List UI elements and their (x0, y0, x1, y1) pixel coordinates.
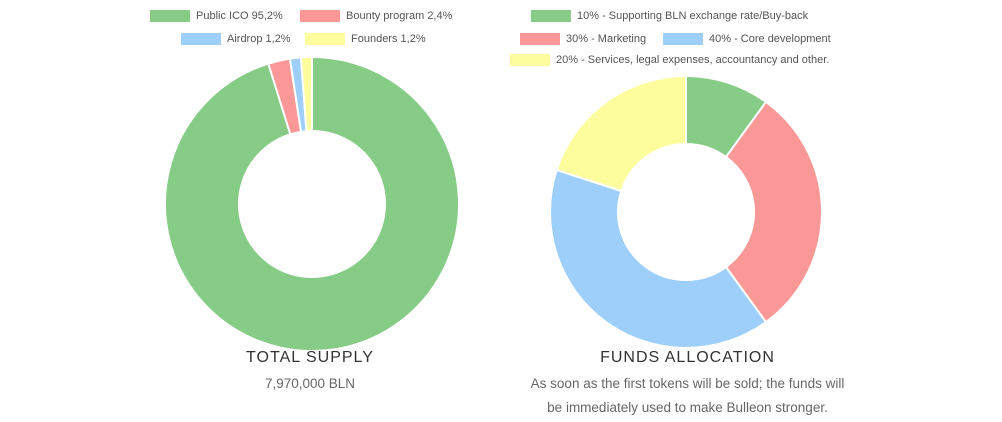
legend-label: Public ICO 95,2% (196, 10, 283, 22)
funds-allocation-chart: 10% - Supporting BLN exchange rate/Buy-b… (505, 0, 870, 415)
legend-label: 30% - Marketing (566, 33, 647, 45)
total-supply-donut (164, 55, 460, 352)
legend-swatch (305, 33, 345, 45)
legend-item-founders[interactable]: Founders 1,2% (305, 33, 426, 45)
legend-swatch (520, 33, 560, 45)
donut-slice-3[interactable] (299, 55, 313, 133)
donut-slice-0[interactable] (164, 55, 460, 352)
legend-swatch (300, 10, 340, 22)
legend-item-airdrop[interactable]: Airdrop 1,2% (181, 33, 291, 45)
funds-allocation-donut (549, 74, 823, 349)
subtitle-line-2: be immediately used to make Bulleon stro… (547, 400, 828, 415)
legend-label: Bounty program 2,4% (346, 10, 453, 22)
legend-label: Founders 1,2% (351, 33, 426, 45)
legend-label: 20% - Services, legal expenses, accounta… (556, 54, 830, 66)
total-supply-subtitle: 7,970,000 BLN (264, 376, 356, 391)
legend-item-core-development[interactable]: 40% - Core development (663, 33, 831, 45)
legend-swatch (150, 10, 190, 22)
legend-label: 40% - Core development (709, 33, 831, 45)
legend-swatch (510, 54, 550, 66)
legend-item-marketing[interactable]: 30% - Marketing (520, 33, 646, 45)
legend-item-bounty[interactable]: Bounty program 2,4% (300, 10, 452, 22)
legend-label: Airdrop 1,2% (227, 33, 291, 45)
donut-slice-2[interactable] (549, 168, 768, 349)
legend-swatch (663, 33, 703, 45)
legend-swatch (181, 33, 221, 45)
donut-slice-3[interactable] (555, 74, 687, 193)
total-supply-chart: Public ICO 95,2% Bounty program 2,4% Air… (140, 0, 480, 391)
funds-allocation-title: FUNDS ALLOCATION (600, 349, 775, 366)
legend-item-public-ico[interactable]: Public ICO 95,2% (150, 10, 283, 22)
funds-allocation-subtitle: As soon as the first tokens will be sold… (505, 372, 870, 420)
funds-allocation-legend: 10% - Supporting BLN exchange rate/Buy-b… (505, 0, 870, 70)
legend-item-exchange-rate[interactable]: 10% - Supporting BLN exchange rate/Buy-b… (531, 10, 808, 22)
legend-item-services[interactable]: 20% - Services, legal expenses, accounta… (510, 54, 829, 66)
total-supply-title: TOTAL SUPPLY (246, 349, 374, 366)
subtitle-line-1: As soon as the first tokens will be sold… (530, 376, 845, 391)
total-supply-legend: Public ICO 95,2% Bounty program 2,4% Air… (140, 0, 480, 70)
donut-slice-1[interactable] (724, 100, 823, 324)
legend-label: 10% - Supporting BLN exchange rate/Buy-b… (577, 10, 809, 22)
legend-swatch (531, 10, 571, 22)
